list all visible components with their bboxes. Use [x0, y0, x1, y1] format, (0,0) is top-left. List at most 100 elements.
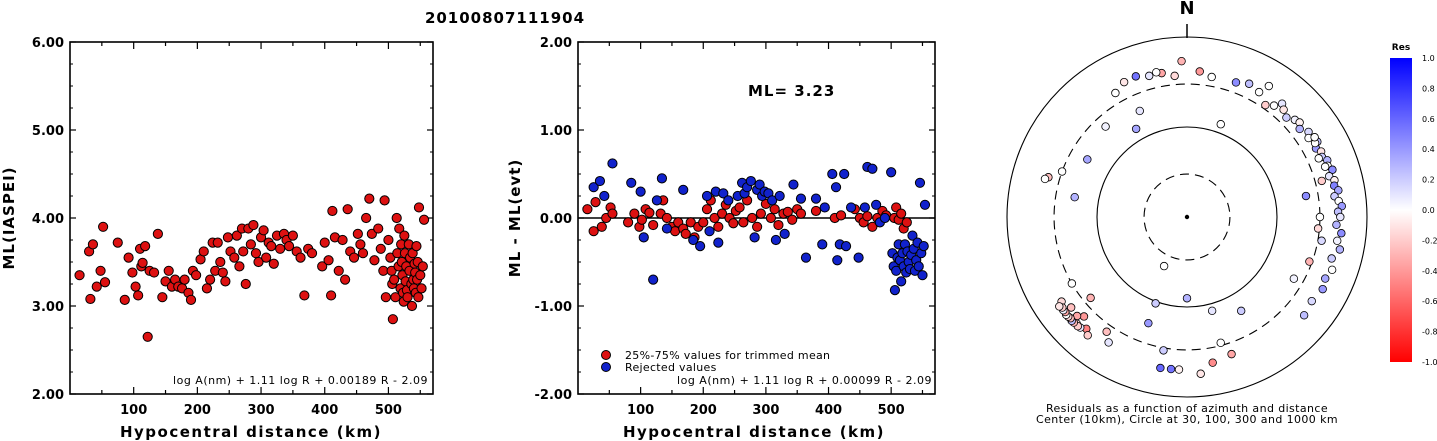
y-axis-label: ML(IASPEI) [0, 166, 18, 269]
station-point [1301, 191, 1311, 201]
station-point [1151, 299, 1160, 308]
legend-marker-trimmed [601, 350, 611, 360]
data-point [152, 228, 163, 239]
data-point [917, 270, 928, 281]
data-point [91, 281, 102, 292]
data-point [268, 258, 279, 269]
station-point [1227, 349, 1236, 359]
data-point [701, 204, 713, 215]
data-point [245, 239, 256, 250]
data-point [157, 292, 168, 303]
station-point [1244, 79, 1254, 88]
data-point [685, 217, 696, 228]
data-point [253, 256, 264, 268]
data-point [810, 205, 822, 217]
station-point [1119, 77, 1129, 87]
data-point [867, 221, 878, 232]
data-point [212, 237, 223, 248]
data-point [752, 221, 763, 232]
data-point [205, 274, 216, 285]
station-points [1040, 56, 1347, 378]
data-point [387, 314, 398, 325]
data-point [607, 208, 618, 219]
colorbar-tick-label: -0.6 [1422, 297, 1437, 306]
data-point [266, 241, 277, 252]
data-point [623, 217, 634, 228]
data-point [770, 234, 782, 246]
data-point [745, 175, 756, 187]
data-point [261, 252, 272, 263]
station-point [1295, 124, 1304, 134]
colorbar-tick-label: 0.8 [1422, 84, 1435, 93]
data-point [133, 290, 144, 301]
data-point [810, 193, 822, 204]
data-point [859, 202, 870, 213]
data-point [163, 265, 174, 276]
data-point [229, 252, 240, 263]
data-point [275, 243, 286, 254]
data-point [919, 199, 931, 210]
data-point [698, 217, 709, 228]
data-point [901, 217, 912, 228]
data-point [896, 208, 907, 219]
data-point [661, 212, 673, 224]
data-point [119, 294, 130, 305]
colorbar-tick-label: -1.0 [1422, 358, 1437, 367]
data-point [629, 208, 640, 219]
data-point [142, 331, 153, 342]
data-point [695, 241, 706, 252]
data-point [734, 202, 745, 213]
data-point [862, 211, 873, 222]
station-point [1196, 369, 1205, 378]
station-point [1135, 106, 1144, 116]
data-point [250, 248, 262, 259]
colorbar-tick-label: 0.2 [1422, 176, 1435, 185]
data-point [680, 228, 691, 239]
data-point [907, 230, 918, 241]
data-point [889, 285, 901, 296]
figure-title: 20100807111904 [425, 9, 585, 27]
data-point [701, 190, 713, 202]
plot-frame [69, 41, 434, 395]
data-point [112, 237, 123, 248]
data-points [74, 193, 430, 342]
data-point [767, 195, 778, 206]
data-point [832, 255, 843, 266]
data-point [845, 202, 857, 213]
legend-marker-rejected [601, 362, 611, 372]
data-point [678, 184, 689, 195]
data-point [644, 207, 655, 218]
station-point [1216, 338, 1225, 348]
distance-ring [1096, 126, 1278, 308]
data-points [582, 158, 931, 296]
data-point [599, 190, 610, 202]
y-axis-ticks: 2.00 3.00 4.00 5.00 6.00 [32, 36, 433, 403]
data-point [418, 214, 430, 225]
station-point [1070, 192, 1079, 202]
station-point [1102, 327, 1111, 336]
data-point [738, 217, 749, 228]
data-point [215, 256, 226, 268]
station-point [1195, 67, 1204, 76]
data-point [648, 274, 659, 285]
station-point [1307, 296, 1316, 306]
data-point [234, 261, 245, 272]
data-point [130, 281, 141, 292]
data-point [830, 182, 842, 193]
data-point [839, 168, 850, 180]
station-point [1156, 363, 1165, 373]
data-point [389, 274, 400, 285]
data-point [379, 195, 390, 206]
y-axis-ticks: -2.00 -1.00 0.00 1.00 2.00 [535, 36, 935, 403]
data-point [588, 182, 599, 193]
x-tick-label: 400 [815, 403, 842, 418]
data-point [352, 228, 363, 239]
station-point [1317, 236, 1326, 245]
x-axis-label: Hypocentral distance (km) [120, 423, 382, 441]
data-point [319, 237, 330, 248]
x-axis-ticks: 100 200 300 400 500 [608, 42, 924, 418]
x-tick-label: 300 [752, 403, 779, 418]
data-point [361, 212, 372, 224]
data-point [716, 208, 728, 219]
